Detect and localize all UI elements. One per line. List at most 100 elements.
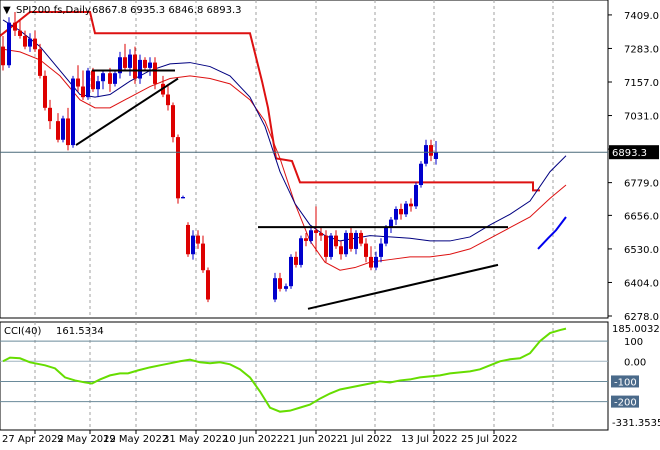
price-panel-frame [0,0,609,319]
candlestick-series [1,11,438,303]
bear-candle [319,232,323,236]
bear-candle [143,59,147,68]
bear-candle [359,232,363,244]
date-tick-label: 21 Jun 2022 [283,434,343,445]
last-price-tag-bg [609,145,659,160]
last-price-tag-text: 6893.3 [612,148,647,159]
cci-scale-top: 185.0032 [612,324,660,335]
bull-candle [181,197,185,199]
cci-line [2,327,567,413]
cci-value-label: 161.5334 [56,326,104,337]
bear-candle [33,38,37,50]
bear-candle [314,230,318,233]
bear-candle [13,22,17,31]
bull-candle [344,232,348,255]
date-tick-label: 9 May 2022 [57,434,116,445]
bear-candle [201,243,205,271]
trend-line [307,263,499,310]
bull-candle [404,203,408,215]
bear-candle [339,246,343,255]
bear-candle [429,145,433,156]
slow-ma-line [2,48,567,271]
bull-candle [96,81,100,90]
cci-scale-bottom: -331.3535 [612,418,660,429]
bear-candle [399,208,403,215]
bull-candle [424,145,428,164]
chart-header: ▼ SPI200.fs,Daily 6867.8 6935.3 6846.8 6… [3,5,242,16]
bull-candle [191,235,195,255]
bear-candle [38,49,42,76]
price-tick-label: 6530.0 [624,245,659,256]
trend-lines [75,69,508,310]
cci-level-label: 100 [624,337,643,348]
date-tick-label: 25 Jul 2022 [461,434,518,445]
bear-candle [43,75,47,108]
bear-candle [171,105,175,138]
cci-series-line [2,327,567,413]
bull-candle [128,54,132,68]
date-tick-label: 13 Jul 2022 [401,434,458,445]
bull-candle [299,238,303,265]
bull-candle [7,22,11,66]
bear-candle [294,256,298,265]
last-price-tag: 6893.3 [609,145,659,160]
bull-candle [354,232,358,249]
bear-candle [196,235,200,244]
bear-candle [108,73,112,84]
bear-candle [123,57,127,68]
date-tick-label: 1 Jul 2022 [342,434,392,445]
date-tick-label: 19 May 2022 [103,434,168,445]
cci-level-lines [0,340,608,403]
bear-candle [23,35,27,47]
bear-candle [369,256,373,268]
bear-candle [153,62,157,84]
bull-candle [419,163,423,186]
bull-candle [379,243,383,257]
price-tick-label: 6278.0 [624,312,659,323]
bull-candle [101,73,105,82]
cci-axis: 185.0032 -331.3535 100 0.00 -100 -200 [611,324,660,429]
bull-candle [434,152,438,159]
date-tick-label: 10 Jun 2022 [223,434,283,445]
bull-candle [61,118,65,140]
cci-level-tag [611,395,639,408]
bear-candle [409,203,413,207]
price-tick-label: 7157.0 [624,78,659,89]
stop-line-path [0,10,540,192]
ma-tail-line [537,216,567,250]
bear-candle [278,278,282,289]
bull-candle [289,256,293,287]
cci-indicator-label: CCI(40) [4,326,42,337]
bear-candle [349,232,353,249]
bull-candle [394,208,398,220]
bull-candle [113,73,117,84]
bear-candle [324,235,328,257]
price-axis: 7409.07283.07157.07031.06905.06779.06656… [608,11,659,323]
bull-candle [384,227,388,244]
cci-level-tag [611,375,639,388]
date-tick-label: 27 Apr 2022 [2,434,64,445]
cci-level-label: -200 [614,398,637,409]
bear-candle [334,235,338,247]
bull-candle [118,57,122,74]
date-tick-label: 31 May 2022 [163,434,228,445]
price-tick-label: 6779.0 [624,179,659,190]
bear-candle [48,107,52,122]
trend-line [75,77,179,146]
bull-candle [148,62,152,68]
cci-panel: CCI(40) 161.5334 [0,321,609,431]
price-tick-label: 6404.0 [624,278,659,289]
price-tick-label: 7031.0 [624,112,659,123]
symbol-label: SPI200.fs,Daily [16,5,91,16]
bear-candle [1,46,5,66]
bull-candle [138,59,142,79]
bear-candle [91,70,95,90]
bear-candle [304,238,308,241]
trailing-stop-line [0,10,540,192]
price-tick-label: 7409.0 [624,11,659,22]
bear-candle [66,118,70,146]
bull-candle [414,185,418,207]
price-tick-label: 7283.0 [624,44,659,55]
bull-candle [86,70,90,98]
